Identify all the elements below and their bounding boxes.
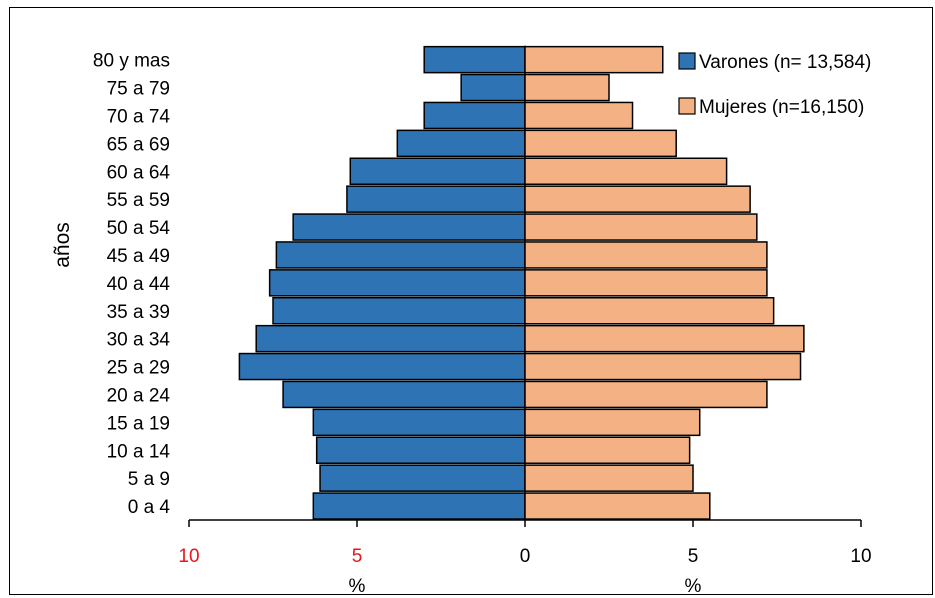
bar-female-65-a-69	[524, 129, 677, 158]
age-group-label: 20 a 24	[107, 385, 171, 406]
age-group-label: 10 a 14	[107, 441, 171, 462]
age-group-label: 35 a 39	[107, 302, 170, 323]
x-axis-label-left: %	[349, 576, 366, 597]
bar-male-5-a-9	[319, 464, 526, 492]
bar-female-70-a-74	[524, 101, 634, 130]
x-tick-label: 5	[352, 546, 363, 567]
age-group-label: 65 a 69	[107, 134, 170, 155]
x-tick-label: 5	[688, 546, 699, 567]
age-group-label: 50 a 54	[107, 218, 171, 239]
bar-male-15-a-19	[312, 408, 526, 437]
legend-label: Varones (n= 13,584)	[699, 52, 871, 73]
bar-female-55-a-59	[524, 185, 751, 213]
bar-male-40-a-44	[268, 269, 526, 297]
age-group-label: 5 a 9	[128, 469, 170, 490]
age-group-label: 70 a 74	[107, 106, 171, 127]
bar-male-80-y-mas	[423, 45, 526, 74]
legend-swatch	[678, 97, 696, 115]
bar-female-25-a-29	[524, 352, 802, 381]
x-tick-label: 0	[520, 546, 531, 567]
bar-male-45-a-49	[275, 241, 526, 269]
bar-male-75-a-79	[460, 73, 526, 102]
x-axis-label-right: %	[685, 576, 702, 597]
bar-female-0-a-4	[524, 492, 711, 520]
age-group-label: 25 a 29	[107, 358, 170, 379]
age-group-label: 0 a 4	[128, 497, 171, 518]
x-tick-label: 10	[178, 546, 199, 567]
bar-male-25-a-29	[238, 352, 526, 381]
age-group-label: 40 a 44	[107, 274, 171, 295]
age-group-label: 75 a 79	[107, 79, 170, 100]
bar-female-45-a-49	[524, 241, 768, 269]
age-group-label: 55 a 59	[107, 190, 170, 211]
x-axis: 10 5 0 5 10	[178, 519, 872, 567]
legend-swatch	[678, 52, 696, 70]
bar-female-75-a-79	[524, 73, 610, 102]
bar-female-20-a-24	[524, 380, 768, 409]
y-axis-label: años	[51, 222, 74, 268]
age-group-label: 80 y mas	[93, 51, 170, 72]
bar-female-30-a-34	[524, 324, 805, 353]
bar-male-20-a-24	[282, 380, 526, 409]
bar-male-55-a-59	[346, 185, 526, 213]
bar-female-15-a-19	[524, 408, 701, 437]
bar-female-10-a-14	[524, 436, 691, 464]
bar-female-40-a-44	[524, 269, 768, 297]
bar-male-50-a-54	[292, 213, 526, 241]
bar-female-80-y-mas	[524, 45, 664, 74]
age-group-label: 15 a 19	[107, 413, 170, 434]
bar-male-0-a-4	[312, 492, 526, 520]
bar-male-60-a-64	[349, 157, 526, 185]
age-group-labels: 0 a 4 5 a 9 10 a 14 15 a 19 20 a 24 25 a 29 30…	[93, 51, 171, 518]
female-bars	[524, 45, 805, 520]
bar-male-10-a-14	[315, 436, 526, 464]
x-tick-label: 10	[850, 546, 871, 567]
bar-male-35-a-39	[272, 297, 526, 325]
bar-male-70-a-74	[423, 101, 526, 130]
legend: Varones (n= 13,584) Mujeres (n=16,150)	[678, 52, 871, 118]
bar-female-50-a-54	[524, 213, 758, 241]
male-bars	[238, 45, 526, 520]
bar-female-5-a-9	[524, 464, 694, 492]
bar-male-30-a-34	[255, 324, 526, 353]
bar-female-60-a-64	[524, 157, 728, 185]
bar-female-35-a-39	[524, 297, 775, 325]
age-group-label: 30 a 34	[107, 330, 171, 351]
bar-male-65-a-69	[396, 129, 526, 158]
legend-label: Mujeres (n=16,150)	[699, 97, 864, 118]
age-group-label: 45 a 49	[107, 246, 170, 267]
age-group-label: 60 a 64	[107, 162, 171, 183]
